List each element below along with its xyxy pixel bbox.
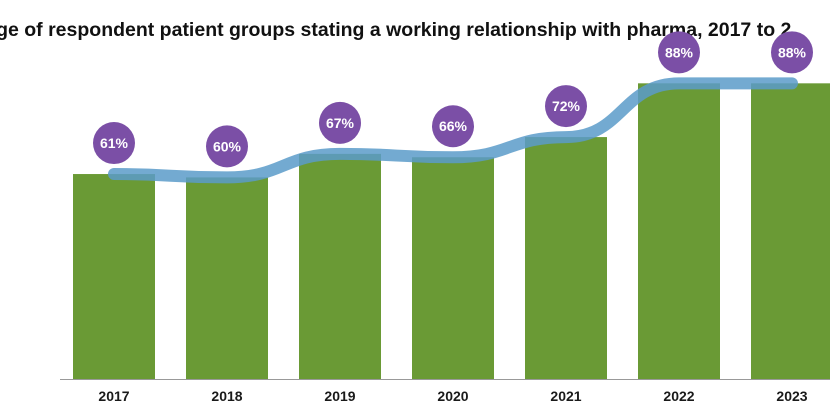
data-label-badge xyxy=(319,101,361,144)
data-labels: 61% 60% 67% 66% 72% 88% 88% xyxy=(93,31,813,168)
chart-title-text: entage of respondent patient groups stat… xyxy=(0,19,792,41)
data-label: 67% xyxy=(326,115,355,131)
x-tick-label: 2020 xyxy=(437,388,468,404)
x-axis: 2017 2018 2019 2020 2021 2022 2023 xyxy=(60,379,830,404)
data-label-badge xyxy=(206,125,248,168)
x-tick-label: 2018 xyxy=(211,388,242,404)
data-label: 88% xyxy=(665,44,694,60)
bar-2021 xyxy=(525,137,607,379)
x-tick-label: 2023 xyxy=(776,388,807,404)
data-label-badge xyxy=(658,31,700,74)
x-tick-label: 2019 xyxy=(324,388,355,404)
data-label: 88% xyxy=(778,44,807,60)
x-tick-label: 2021 xyxy=(550,388,581,404)
x-tick-label: 2022 xyxy=(663,388,694,404)
data-label: 66% xyxy=(439,118,468,134)
bars xyxy=(73,83,830,379)
bar-2019 xyxy=(299,153,381,379)
data-label-badge xyxy=(93,122,135,165)
chart-title: entage of respondent patient groups stat… xyxy=(0,19,830,49)
bar-2018 xyxy=(186,177,268,379)
x-tick-label: 2017 xyxy=(98,388,129,404)
bar-2022 xyxy=(638,83,720,379)
data-label: 72% xyxy=(552,98,581,114)
bar-2017 xyxy=(73,174,155,379)
data-label: 60% xyxy=(213,138,242,154)
data-label-badge xyxy=(545,85,587,128)
bar-2020 xyxy=(412,157,494,379)
trend-line xyxy=(108,77,798,184)
trend-line-path xyxy=(108,77,798,184)
bar-2023 xyxy=(751,83,830,379)
data-label-badge xyxy=(771,31,813,74)
data-label: 61% xyxy=(100,135,129,151)
data-label-badge xyxy=(432,105,474,148)
